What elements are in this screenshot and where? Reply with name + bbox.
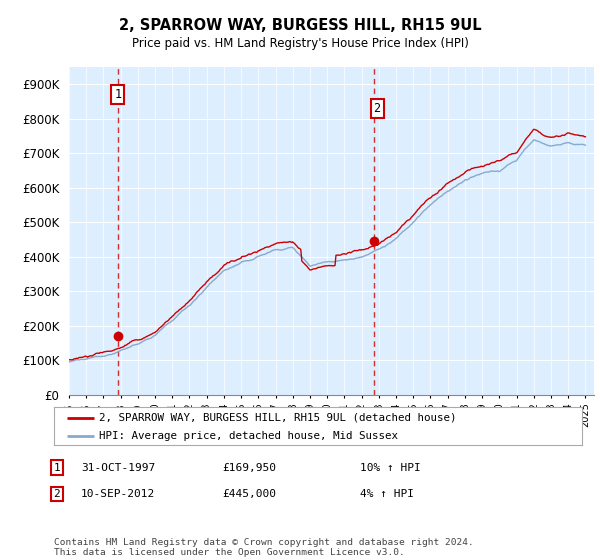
- Text: 1: 1: [53, 463, 61, 473]
- Text: HPI: Average price, detached house, Mid Sussex: HPI: Average price, detached house, Mid …: [99, 431, 398, 441]
- Text: £169,950: £169,950: [222, 463, 276, 473]
- Text: 31-OCT-1997: 31-OCT-1997: [81, 463, 155, 473]
- Text: 2: 2: [374, 102, 380, 115]
- Text: Contains HM Land Registry data © Crown copyright and database right 2024.
This d: Contains HM Land Registry data © Crown c…: [54, 538, 474, 557]
- Text: 10% ↑ HPI: 10% ↑ HPI: [360, 463, 421, 473]
- Text: 2, SPARROW WAY, BURGESS HILL, RH15 9UL: 2, SPARROW WAY, BURGESS HILL, RH15 9UL: [119, 18, 481, 32]
- Text: 2: 2: [53, 489, 61, 499]
- Text: 4% ↑ HPI: 4% ↑ HPI: [360, 489, 414, 499]
- Text: 1: 1: [114, 88, 121, 101]
- Text: £445,000: £445,000: [222, 489, 276, 499]
- Text: Price paid vs. HM Land Registry's House Price Index (HPI): Price paid vs. HM Land Registry's House …: [131, 37, 469, 50]
- Text: 10-SEP-2012: 10-SEP-2012: [81, 489, 155, 499]
- Text: 2, SPARROW WAY, BURGESS HILL, RH15 9UL (detached house): 2, SPARROW WAY, BURGESS HILL, RH15 9UL (…: [99, 413, 457, 423]
